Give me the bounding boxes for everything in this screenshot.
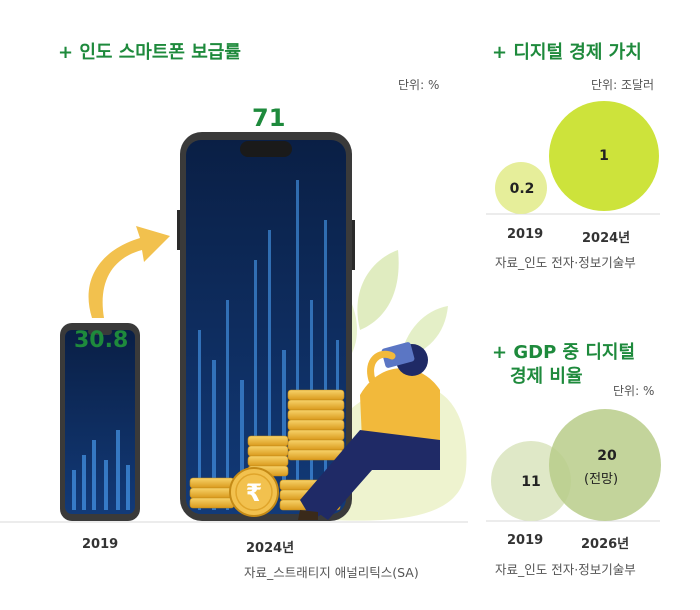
digital-economy-year-2019-label: 2019 <box>507 227 544 242</box>
digital-economy-unit-label: 단위: 조달러 <box>591 78 655 92</box>
gdp-share-2019-value-label: 11 <box>521 474 541 490</box>
gdp-share-2026-value-label: 20 <box>597 448 617 464</box>
gdp-share-2026-bubble <box>549 409 661 521</box>
gdp-share-section-title-line1: + GDP 중 디지털 <box>492 342 636 363</box>
smartphone-year-2024-label: 2024년 <box>246 541 295 556</box>
digital-economy-year-2024-label: 2024년 <box>582 231 631 246</box>
gdp-share-source-label: 자료_인도 전자·정보기술부 <box>495 562 636 577</box>
digital-economy-section-title: + 디지털 경제 가치 <box>492 42 642 63</box>
smartphone-source-label: 자료_스트래티지 애널리틱스(SA) <box>244 565 419 580</box>
svg-text:₹: ₹ <box>246 479 263 507</box>
gdp-share-year-2026-label: 2026년 <box>581 537 630 552</box>
person-illustration <box>298 342 440 520</box>
rupee-coin-icon: ₹ <box>229 467 279 517</box>
digital-economy-bubble-chart <box>486 101 660 215</box>
digital-economy-2024-value-label: 1 <box>599 148 609 164</box>
digital-economy-2019-value-label: 0.2 <box>509 181 535 197</box>
gdp-share-section-title-line2: 경제 비율 <box>510 366 583 387</box>
gdp-share-year-2019-label: 2019 <box>507 533 544 548</box>
smartphone-2019-screen-lights <box>72 430 130 510</box>
smartphone-year-2019-label: 2019 <box>82 537 119 552</box>
gdp-share-bubble-chart <box>486 409 661 522</box>
smartphone-2019-value-label: 30.8 <box>74 328 129 353</box>
digital-economy-source-label: 자료_인도 전자·정보기술부 <box>495 255 636 270</box>
smartphone-illustration: ₹ <box>0 132 468 523</box>
smartphone-2024-value-label: 71 <box>252 104 286 132</box>
growth-arrow-icon <box>88 226 170 318</box>
gdp-share-forecast-note: (전망) <box>584 472 619 487</box>
gdp-share-unit-label: 단위: % <box>613 384 655 398</box>
smartphone-section-title: + 인도 스마트폰 보급률 <box>58 42 241 63</box>
digital-economy-2024-bubble <box>549 101 659 211</box>
digital-economy-2019-bubble <box>495 162 547 214</box>
smartphone-unit-label: 단위: % <box>398 78 440 92</box>
